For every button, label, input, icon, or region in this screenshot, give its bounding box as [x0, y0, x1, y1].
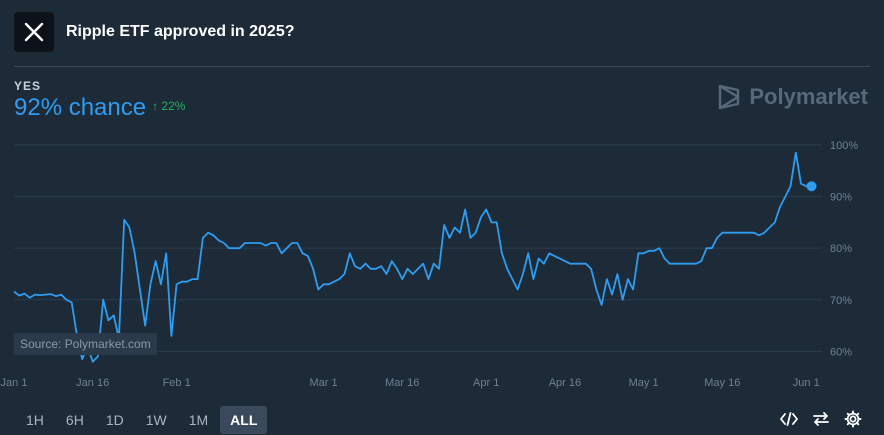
gear-icon[interactable]: [844, 410, 862, 428]
y-tick-label: 80%: [830, 243, 852, 255]
x-tick-label: Jan 1: [1, 377, 28, 389]
timeframe-1d[interactable]: 1D: [105, 412, 124, 428]
x-tick-label: May 16: [704, 377, 740, 389]
x-tick-label: Apr 16: [549, 377, 581, 389]
x-tick-label: Jun 1: [793, 377, 820, 389]
x-tick-label: Mar 16: [385, 377, 419, 389]
timeframe-selector: 1H 6H 1D 1W 1M ALL: [16, 406, 269, 434]
source-label: Source: Polymarket.com: [14, 333, 157, 355]
chance-change: ↑ 22%: [152, 98, 186, 113]
x-tick-label: Jan 16: [76, 377, 109, 389]
outcome-chance: 92% chance ↑ 22%: [14, 94, 185, 122]
y-tick-label: 70%: [830, 295, 852, 307]
x-tick-label: May 1: [629, 377, 659, 389]
chance-value: 92% chance: [14, 94, 147, 121]
timeframe-1w[interactable]: 1W: [145, 412, 167, 428]
market-header: Ripple ETF approved in 2025?: [14, 12, 295, 52]
outcome-label: YES: [14, 79, 42, 93]
swap-arrows-icon[interactable]: [812, 410, 830, 428]
timeframe-all[interactable]: ALL: [220, 406, 268, 434]
current-value-point: [806, 181, 817, 192]
y-tick-label: 100%: [830, 140, 858, 152]
timeframe-1m[interactable]: 1M: [188, 412, 209, 428]
polymarket-logo-icon: [719, 84, 740, 110]
series-line: [13, 151, 812, 363]
timeframe-1h[interactable]: 1H: [26, 412, 44, 428]
x-tick-label: Feb 1: [163, 377, 191, 389]
market-title: Ripple ETF approved in 2025?: [66, 23, 295, 40]
chart-tools: [766, 410, 862, 428]
polymarket-brand: Polymarket: [717, 84, 868, 110]
y-tick-label: 90%: [830, 192, 852, 204]
x-tick-label: Apr 1: [473, 377, 499, 389]
timeframe-6h[interactable]: 6H: [65, 412, 84, 428]
y-tick-label: 60%: [830, 346, 852, 358]
x-tick-label: Mar 1: [309, 377, 337, 389]
brand-name: Polymarket: [749, 84, 868, 109]
embed-code-icon[interactable]: [780, 410, 798, 428]
header-divider: [14, 66, 870, 67]
x-logo-icon: [14, 12, 54, 52]
